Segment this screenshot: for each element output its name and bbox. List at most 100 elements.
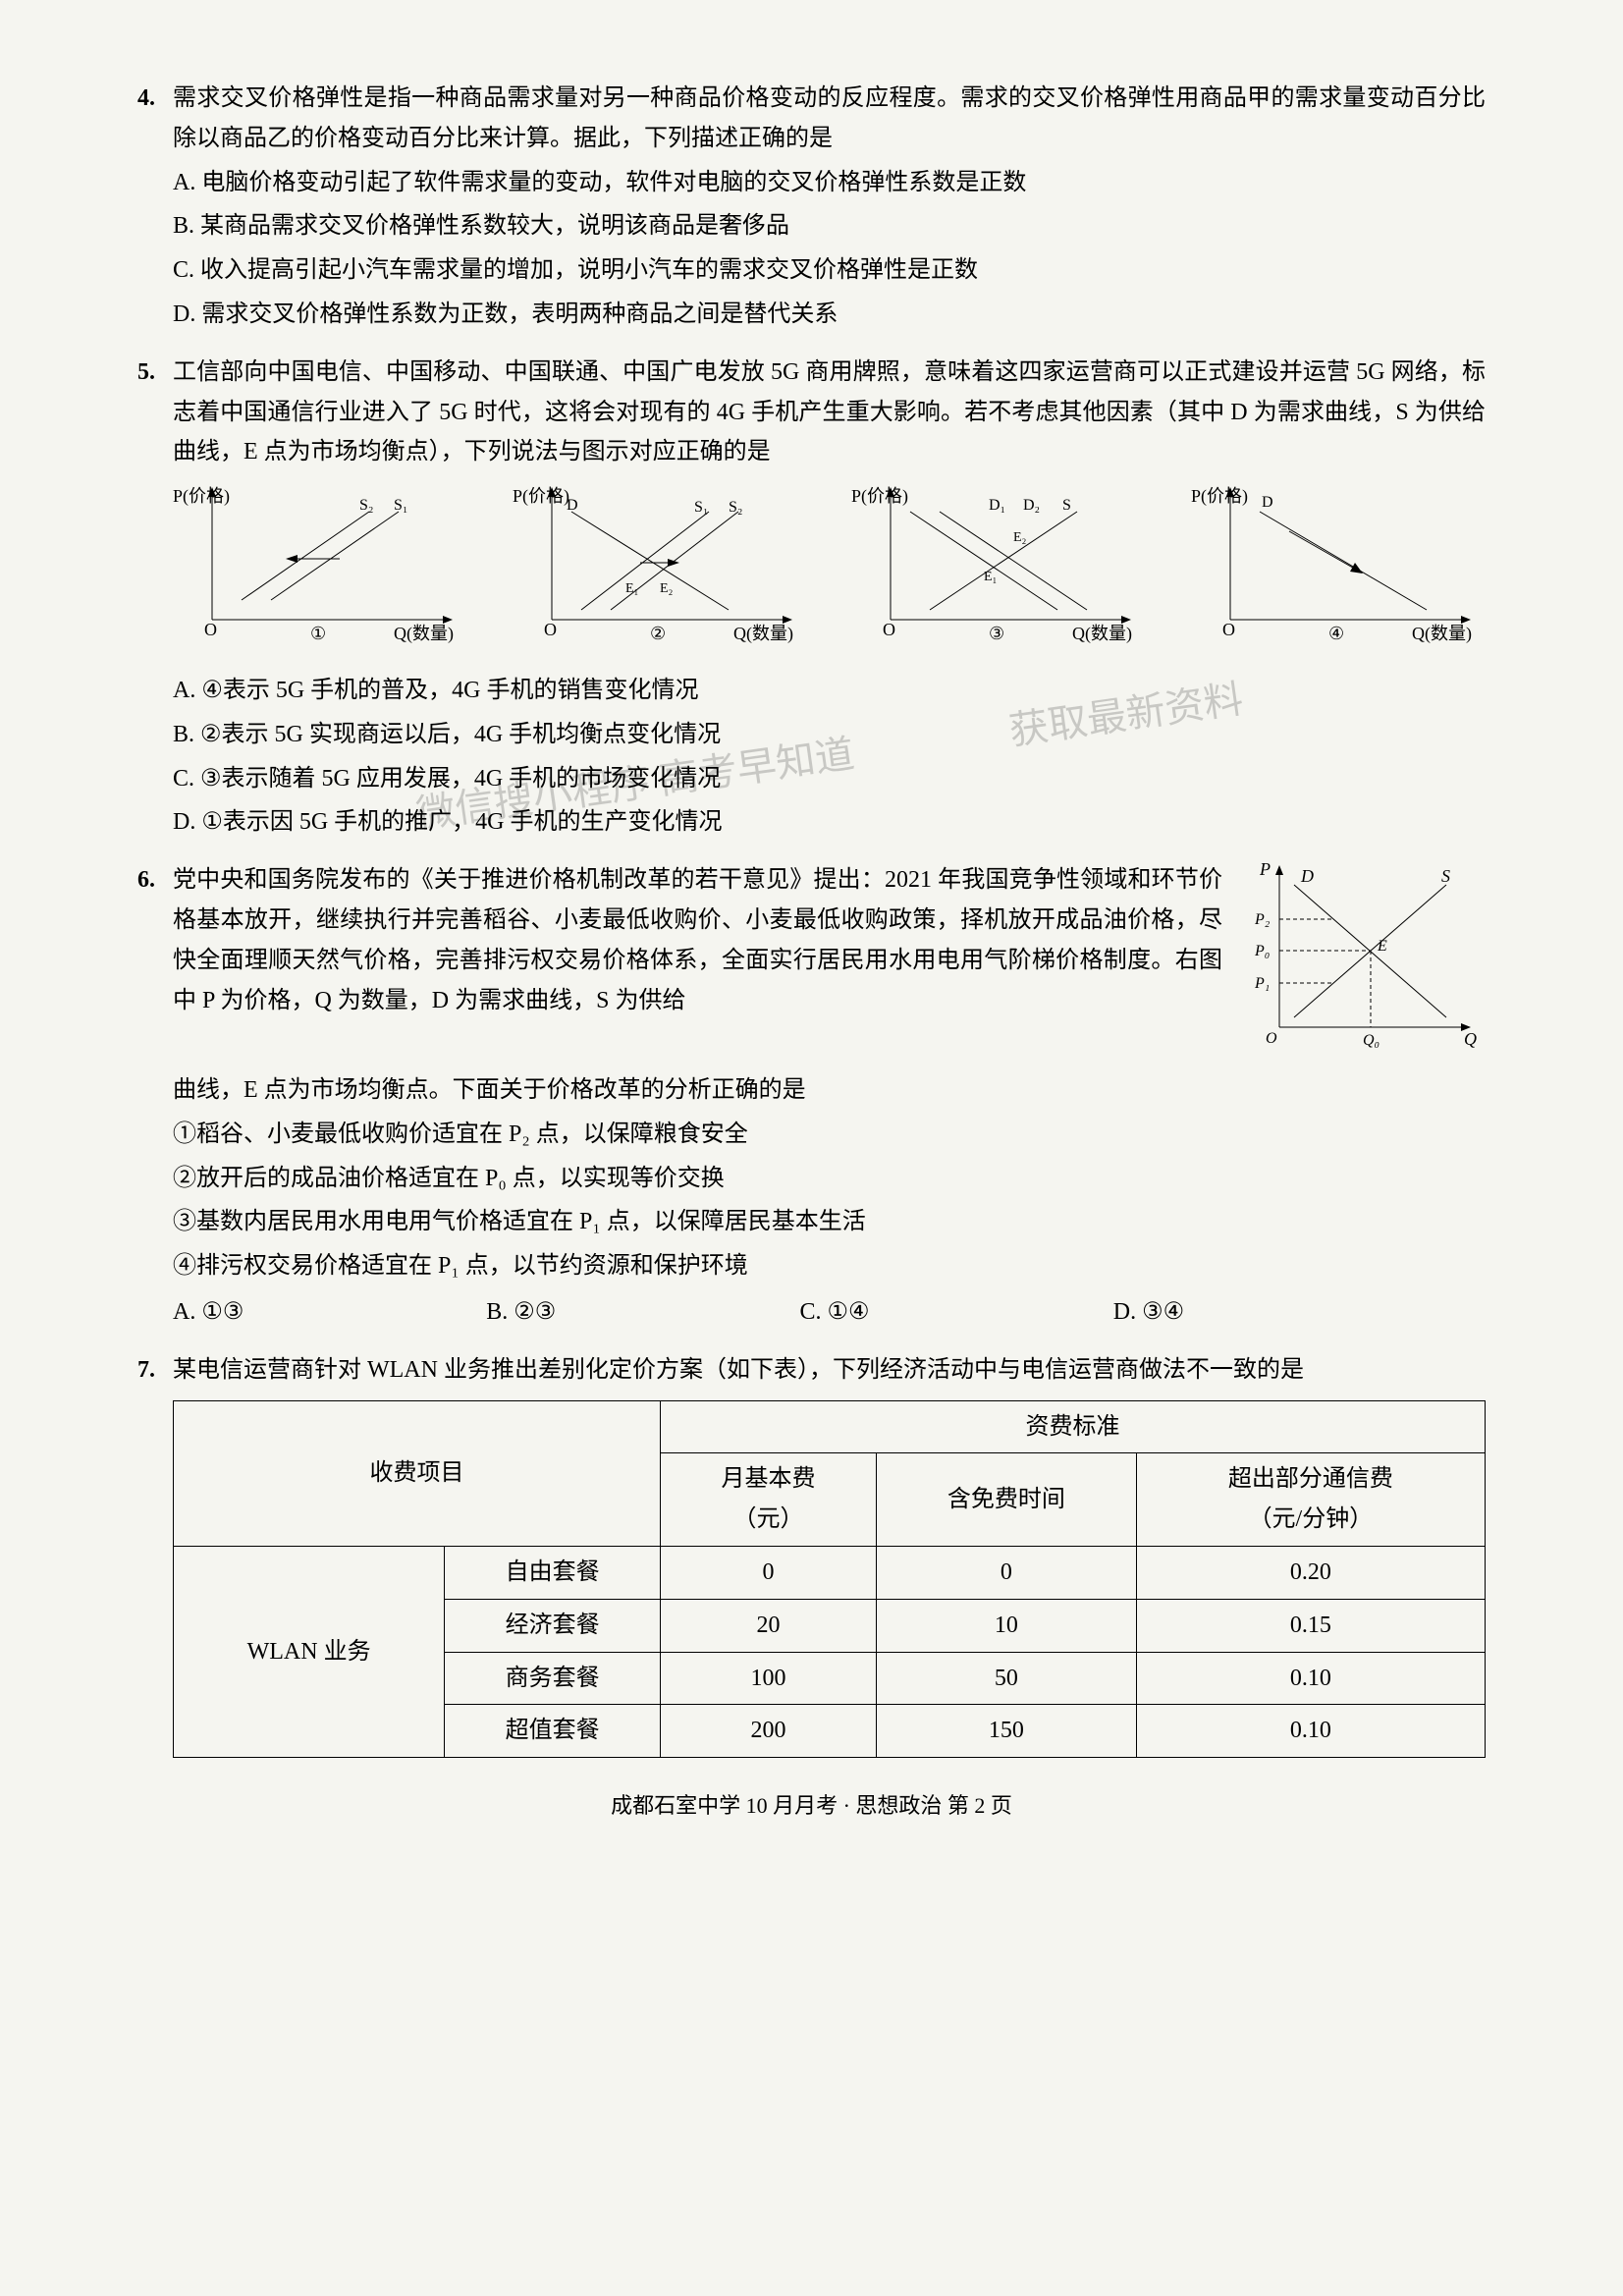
table-row: 收费项目 资费标准 [174, 1400, 1486, 1453]
q5-option-b: B. ②表示 5G 实现商运以后，4G 手机均衡点变化情况 [173, 715, 1486, 755]
q6-statement-2: ②放开后的成品油价格适宜在 P₀ 点，以实现等价交换 [173, 1159, 1486, 1199]
svg-text:Q(数量): Q(数量) [1412, 624, 1472, 644]
q4-option-a: A. 电脑价格变动引起了软件需求量的变动，软件对电脑的交叉价格弹性系数是正数 [173, 163, 1486, 203]
svg-text:①: ① [310, 624, 326, 643]
q4-option-c: C. 收入提高引起小汽车需求量的增加，说明小汽车的需求交叉价格弹性是正数 [173, 250, 1486, 291]
svg-text:O: O [204, 620, 217, 639]
svg-text:S₂: S₂ [729, 499, 742, 516]
td-plan: 商务套餐 [445, 1652, 661, 1705]
q6-option-a: A. ①③ [173, 1292, 486, 1333]
svg-text:D: D [1262, 494, 1273, 511]
q5-diagram-1: P(价格) Q(数量) O S₂ S₁ ① [173, 482, 467, 663]
td-base: 0 [661, 1546, 877, 1599]
q6-statement-4: ④排污权交易价格适宜在 P₁ 点，以节约资源和保护环境 [173, 1246, 1486, 1286]
svg-text:P: P [1259, 860, 1271, 879]
q5-number: 5. [137, 353, 173, 472]
svg-text:S₁: S₁ [394, 497, 407, 514]
svg-text:D₁: D₁ [989, 497, 1005, 514]
td-free: 10 [876, 1599, 1136, 1652]
th-base-l1: 月基本费 [721, 1466, 815, 1492]
td-free: 0 [876, 1546, 1136, 1599]
q6-num-text: 6 [137, 867, 149, 893]
svg-text:E: E [1377, 938, 1387, 955]
svg-text:S: S [1062, 497, 1071, 514]
svg-text:P₀: P₀ [1254, 943, 1270, 959]
svg-text:O: O [1222, 620, 1235, 639]
th-fee-std: 资费标准 [661, 1400, 1486, 1453]
svg-text:②: ② [650, 624, 666, 643]
q5-diagram-4: P(价格) Q(数量) O D ④ [1191, 482, 1486, 663]
q5-option-c: C. ③表示随着 5G 应用发展，4G 手机的市场变化情况 [173, 759, 1486, 799]
svg-text:E₁: E₁ [984, 570, 997, 584]
q7-stem: 某电信运营商针对 WLAN 业务推出差别化定价方案（如下表），下列经济活动中与电… [173, 1350, 1304, 1391]
q5-svg-3: P(价格) Q(数量) O D₁ D₂ S E₁ E₂ ③ [851, 482, 1146, 649]
q6-stem-part1: 党中央和国务院发布的《关于推进价格机制改革的若干意见》提出：2021 年我国竞争… [173, 860, 1222, 1070]
td-plan: 自由套餐 [445, 1546, 661, 1599]
q6-option-c: C. ①④ [800, 1292, 1113, 1333]
svg-text:④: ④ [1328, 624, 1344, 643]
svg-text:③: ③ [989, 624, 1004, 643]
th-over-l1: 超出部分通信费 [1228, 1466, 1393, 1492]
q5-diagram-2: P(价格) Q(数量) O D S₁ S₂ E₁ E₂ ② [513, 482, 807, 663]
q4-num-text: 4 [137, 85, 149, 111]
svg-text:D₂: D₂ [1023, 497, 1040, 514]
q5-stem: 工信部向中国电信、中国移动、中国联通、中国广电发放 5G 商用牌照，意味着这四家… [173, 353, 1486, 472]
q5-num-text: 5 [137, 359, 149, 385]
svg-text:P(价格): P(价格) [1191, 486, 1248, 507]
q6-figure: P D S P₂ P₀ P₁ E Q₀ Q O [1240, 860, 1486, 1070]
svg-text:Q: Q [1464, 1029, 1477, 1049]
svg-text:O: O [544, 620, 557, 639]
td-base: 20 [661, 1599, 877, 1652]
svg-text:P(价格): P(价格) [851, 486, 908, 507]
q6-statement-3: ③基数内居民用水用电用气价格适宜在 P₁ 点，以保障居民基本生活 [173, 1202, 1486, 1242]
svg-text:Q₀: Q₀ [1363, 1032, 1380, 1049]
q4-stem: 需求交叉价格弹性是指一种商品需求量对另一种商品价格变动的反应程度。需求的交叉价格… [173, 79, 1486, 159]
q7-fee-table: 收费项目 资费标准 月基本费（元） 含免费时间 超出部分通信费（元/分钟） WL… [173, 1400, 1486, 1759]
svg-text:Q(数量): Q(数量) [394, 624, 454, 644]
td-over: 0.10 [1136, 1652, 1485, 1705]
td-over: 0.10 [1136, 1705, 1485, 1758]
q5-diagrams: P(价格) Q(数量) O S₂ S₁ ① [173, 482, 1486, 663]
q4-option-d: D. 需求交叉价格弹性系数为正数，表明两种商品之间是替代关系 [173, 295, 1486, 335]
svg-text:E₁: E₁ [625, 581, 638, 596]
td-over: 0.20 [1136, 1546, 1485, 1599]
svg-text:O: O [1266, 1030, 1277, 1047]
td-base: 200 [661, 1705, 877, 1758]
question-7: 7. 某电信运营商针对 WLAN 业务推出差别化定价方案（如下表），下列经济活动… [137, 1350, 1486, 1758]
q6-number: 6. [137, 860, 173, 1070]
q6-option-d: D. ③④ [1113, 1292, 1427, 1333]
q4-number: 4. [137, 79, 173, 159]
svg-text:P₂: P₂ [1254, 911, 1271, 928]
q6-options-row: A. ①③ B. ②③ C. ①④ D. ③④ [173, 1292, 1486, 1333]
question-6: 6. 党中央和国务院发布的《关于推进价格机制改革的若干意见》提出：2021 年我… [137, 860, 1486, 1333]
q7-num-text: 7 [137, 1357, 149, 1383]
svg-text:Q(数量): Q(数量) [1072, 624, 1132, 644]
svg-text:S₁: S₁ [694, 499, 708, 516]
q5-options-block: A. ④表示 5G 手机的普及，4G 手机的销售变化情况 B. ②表示 5G 实… [173, 671, 1486, 843]
svg-text:S: S [1441, 866, 1450, 886]
q4-option-b: B. 某商品需求交叉价格弹性系数较大，说明该商品是奢侈品 [173, 206, 1486, 246]
page-footer: 成都石室中学 10 月月考 · 思想政治 第 2 页 [137, 1787, 1486, 1824]
svg-text:P(价格): P(价格) [173, 486, 230, 507]
td-free: 150 [876, 1705, 1136, 1758]
td-free: 50 [876, 1652, 1136, 1705]
svg-text:D: D [1300, 866, 1314, 886]
q6-stem-part2: 曲线，E 点为市场均衡点。下面关于价格改革的分析正确的是 [173, 1070, 1486, 1111]
th-fee-item: 收费项目 [174, 1400, 661, 1546]
svg-text:P(价格): P(价格) [513, 486, 569, 507]
q6-option-b: B. ②③ [486, 1292, 799, 1333]
svg-text:O: O [883, 620, 895, 639]
th-over-l2: （元/分钟） [1249, 1506, 1374, 1532]
svg-text:E₂: E₂ [1013, 530, 1027, 545]
svg-text:P₁: P₁ [1254, 975, 1270, 992]
td-over: 0.15 [1136, 1599, 1485, 1652]
td-service: WLAN 业务 [174, 1546, 445, 1757]
svg-text:S₂: S₂ [359, 497, 373, 514]
th-over: 超出部分通信费 （元/分钟） [1136, 1453, 1485, 1547]
th-free: 含免费时间 [876, 1453, 1136, 1547]
q5-option-a: A. ④表示 5G 手机的普及，4G 手机的销售变化情况 [173, 671, 1486, 711]
td-base: 100 [661, 1652, 877, 1705]
q6-statement-1: ①稻谷、小麦最低收购价适宜在 P₂ 点，以保障粮食安全 [173, 1115, 1486, 1155]
q7-number: 7. [137, 1350, 173, 1391]
svg-text:E₂: E₂ [660, 581, 674, 596]
